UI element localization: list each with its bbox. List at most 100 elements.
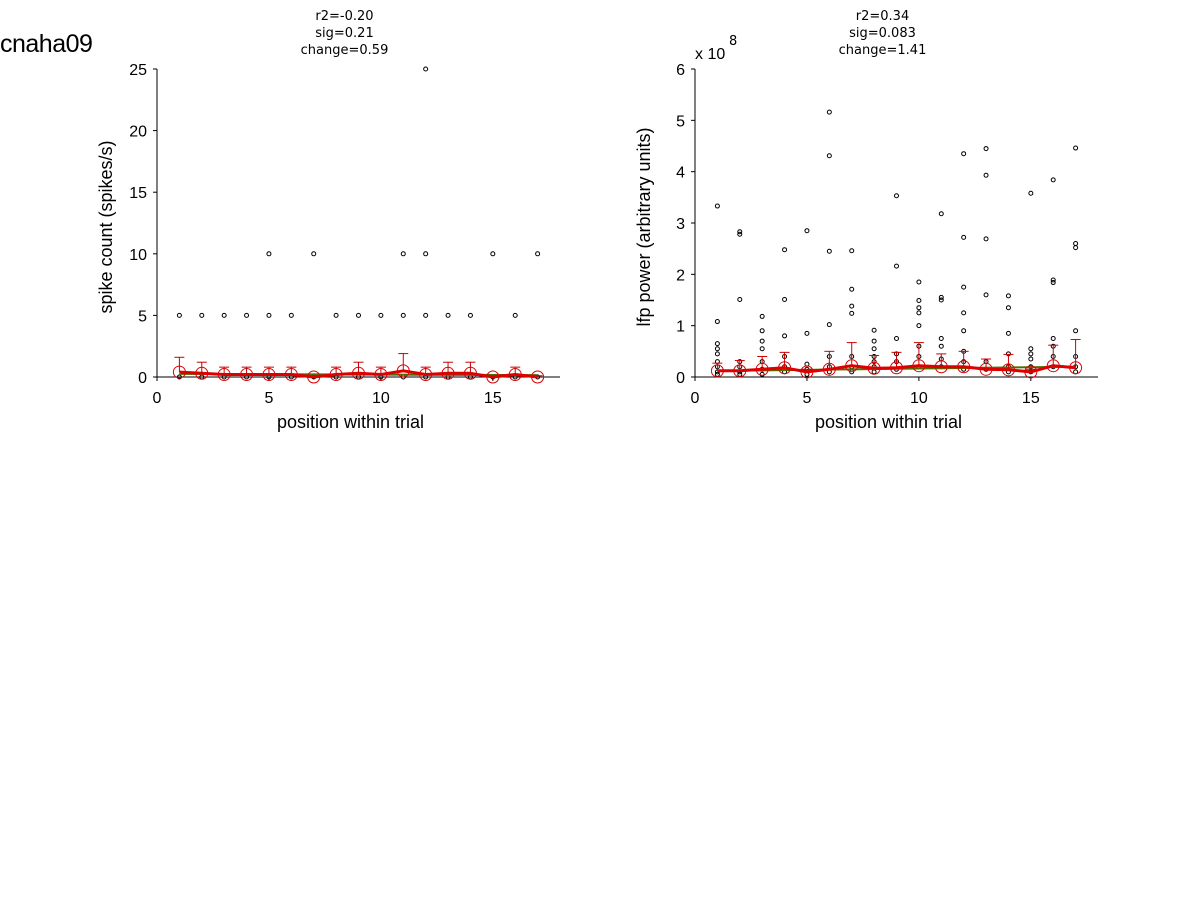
y-tick-label: 3	[676, 216, 685, 233]
x-axis-label: position within trial	[277, 412, 424, 432]
data-point	[176, 374, 182, 380]
data-point	[759, 313, 765, 319]
y-tick-label: 0	[138, 370, 147, 387]
mean-marker	[531, 370, 545, 384]
mean-line	[717, 364, 1076, 374]
x-tick-label: 5	[264, 390, 273, 407]
mean-marker	[217, 368, 231, 382]
data-point	[176, 312, 182, 318]
data-point	[916, 305, 922, 311]
x-tick-label: 15	[1022, 390, 1040, 407]
data-point	[961, 284, 967, 290]
data-point	[961, 151, 967, 157]
y-tick-label: 6	[676, 62, 685, 79]
data-point	[826, 109, 832, 115]
data-point	[983, 146, 989, 152]
data-point	[1050, 336, 1056, 341]
data-point	[782, 296, 788, 302]
mean-marker	[890, 361, 903, 375]
data-point	[871, 346, 877, 352]
y-tick-label: 25	[129, 62, 147, 79]
data-point	[826, 153, 832, 159]
data-point	[400, 251, 406, 257]
data-point	[1005, 293, 1011, 299]
stat-line: sig=0.083	[849, 26, 916, 41]
mean-marker	[352, 366, 365, 380]
data-point	[871, 369, 877, 375]
data-point	[826, 322, 832, 328]
data-point	[1028, 356, 1034, 362]
y-exponent-label: x 10	[695, 46, 725, 63]
x-tick-label: 0	[153, 390, 162, 407]
data-point	[938, 343, 944, 349]
data-point	[1073, 245, 1079, 251]
x-axis-label: position within trial	[815, 412, 962, 432]
mean-marker	[262, 368, 276, 382]
data-point	[490, 251, 496, 257]
y-tick-label: 10	[129, 247, 147, 264]
data-point	[1050, 177, 1056, 183]
data-point	[871, 327, 877, 333]
x-tick-label: 0	[691, 390, 700, 407]
data-point	[714, 371, 720, 377]
data-point	[759, 328, 765, 334]
data-point	[714, 341, 720, 347]
data-point	[266, 251, 272, 257]
data-point	[916, 310, 922, 316]
data-point	[983, 236, 989, 242]
data-point	[782, 333, 788, 339]
stat-line: change=1.41	[839, 43, 927, 58]
mean-marker	[1001, 363, 1015, 377]
data-point	[849, 310, 855, 316]
data-point	[804, 330, 810, 336]
data-point	[714, 351, 720, 357]
data-point	[916, 298, 922, 304]
data-point	[849, 248, 855, 254]
data-point	[1073, 241, 1079, 247]
data-point	[938, 297, 944, 303]
data-point	[826, 248, 832, 254]
mean-marker	[172, 365, 186, 379]
data-point	[423, 66, 429, 72]
mean-marker	[1046, 359, 1060, 373]
mean-marker	[1069, 361, 1083, 375]
data-point	[356, 312, 361, 318]
data-point	[849, 303, 855, 309]
mean-marker	[822, 362, 836, 376]
mean-marker	[1024, 365, 1038, 379]
data-point	[378, 312, 384, 318]
panel-lfp-power: r2=0.34 sig=0.083 change=1.41 0 5 10 15 0 1 2 3 4 5 6…	[634, 9, 1098, 432]
mean-marker	[463, 366, 477, 380]
mean-marker	[240, 368, 254, 382]
x-tick-label: 15	[484, 390, 502, 407]
data-point	[199, 312, 205, 318]
data-point	[423, 312, 429, 318]
mean-marker	[329, 368, 343, 382]
data-point	[1005, 305, 1011, 311]
data-point	[894, 193, 899, 199]
x-tick-label: 10	[910, 390, 928, 407]
data-point	[400, 312, 406, 318]
data-point	[894, 263, 899, 269]
data-point	[1028, 346, 1034, 352]
mean-marker	[733, 364, 747, 378]
stat-line: r2=-0.20	[315, 9, 373, 24]
mean-marker	[778, 361, 792, 375]
y-exponent-power: 8	[729, 34, 737, 49]
data-point	[916, 323, 922, 329]
data-point	[737, 296, 743, 302]
mean-marker	[979, 362, 993, 376]
data-point	[714, 319, 720, 325]
data-point	[849, 286, 855, 292]
data-point	[288, 312, 294, 318]
stat-line: sig=0.21	[315, 26, 373, 41]
y-tick-label: 4	[676, 165, 685, 182]
data-point	[737, 371, 743, 377]
data-point	[961, 328, 967, 334]
y-tick-label: 0	[676, 370, 685, 387]
mean-marker	[307, 370, 321, 384]
data-point	[983, 172, 989, 178]
data-point	[1028, 190, 1034, 196]
y-tick-label: 5	[676, 113, 685, 130]
